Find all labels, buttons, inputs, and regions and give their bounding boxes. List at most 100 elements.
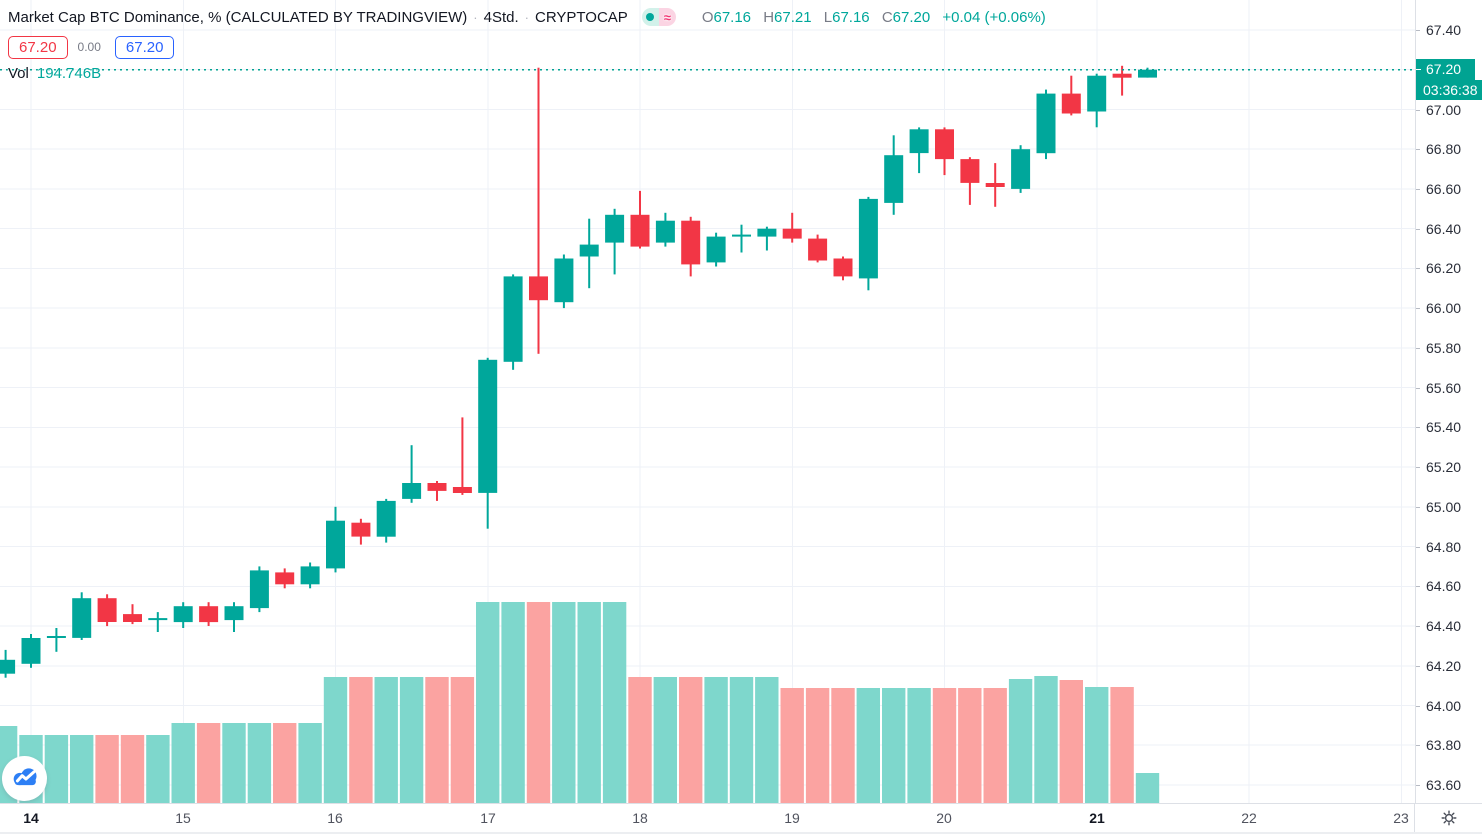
candle xyxy=(554,254,574,309)
low-label: L xyxy=(823,8,833,26)
market-open-status-icon[interactable] xyxy=(641,8,659,26)
candle xyxy=(960,157,980,205)
bar-countdown-label: 03:36:38 xyxy=(1416,80,1482,101)
volume-bar xyxy=(932,688,957,803)
candle xyxy=(452,417,472,495)
status-pills[interactable]: ≈ xyxy=(641,8,676,26)
price-tick-label: 66.40 xyxy=(1416,221,1482,237)
candle xyxy=(732,224,751,253)
candle xyxy=(97,594,117,627)
volume-bar xyxy=(755,677,779,803)
volume-bar xyxy=(1059,680,1083,803)
price-tick-label: 66.20 xyxy=(1416,260,1482,276)
price-tick-label: 65.40 xyxy=(1416,419,1482,435)
symbol-row: Market Cap BTC Dominance, % (CALCULATED … xyxy=(8,6,1046,28)
candle xyxy=(655,212,675,247)
candle xyxy=(884,135,904,215)
candle xyxy=(21,634,41,668)
candle xyxy=(1138,67,1157,78)
symbol-title[interactable]: Market Cap BTC Dominance, % (CALCULATED … xyxy=(8,8,468,26)
price-tick-label: 64.00 xyxy=(1416,698,1482,714)
price-tick-label: 64.20 xyxy=(1416,658,1482,674)
time-tick-label: 14 xyxy=(23,810,39,826)
price-tick-label: 64.40 xyxy=(1416,618,1482,634)
axis-settings-button[interactable] xyxy=(1414,804,1482,832)
candle xyxy=(935,127,954,176)
volume-bar xyxy=(374,677,398,803)
time-tick-label: 19 xyxy=(784,810,800,826)
current-price-label: 67.20 xyxy=(1416,59,1475,81)
close-value: 67.20 xyxy=(892,8,931,26)
volume-bar xyxy=(1034,676,1058,803)
candle xyxy=(605,208,625,275)
price-tick-label: 66.60 xyxy=(1416,181,1482,197)
candle xyxy=(300,562,320,589)
exchange-label[interactable]: CRYPTOCAP xyxy=(535,8,628,26)
approx-data-icon[interactable]: ≈ xyxy=(658,8,676,26)
open-label: O xyxy=(701,8,714,26)
sell-price-button[interactable]: 67.20 xyxy=(8,35,68,59)
candle xyxy=(148,612,168,632)
candle xyxy=(1087,73,1107,128)
volume-label: Vol xyxy=(8,65,29,82)
ohlc-readout: O67.16 H67.21 L67.16 C67.20 +0.04 (+0.06… xyxy=(694,9,1046,26)
candle xyxy=(173,602,193,628)
volume-bar xyxy=(1085,687,1109,803)
candle xyxy=(808,234,828,263)
time-tick-label: 18 xyxy=(632,810,648,826)
spread-value: 0.00 xyxy=(77,40,101,54)
candle xyxy=(478,357,498,529)
price-tick-label: 65.20 xyxy=(1416,459,1482,475)
candle xyxy=(326,506,345,573)
candle xyxy=(1036,89,1056,160)
price-tick-label: 67.00 xyxy=(1416,102,1482,118)
candle xyxy=(757,226,777,251)
volume-bar xyxy=(552,602,576,803)
tradingview-cloud-icon xyxy=(13,767,37,785)
candle xyxy=(1112,65,1132,96)
candle xyxy=(681,216,701,277)
buy-price-button[interactable]: 67.20 xyxy=(114,35,175,59)
interval-label[interactable]: 4Std. xyxy=(483,8,519,26)
price-tick-label: 66.80 xyxy=(1416,141,1482,157)
high-label: H xyxy=(763,8,775,26)
trade-buttons-row: 67.20 0.00 67.20 xyxy=(8,35,1046,59)
price-tick-label: 66.00 xyxy=(1416,300,1482,316)
volume-bar xyxy=(501,602,525,803)
time-axis[interactable]: 14 15 16 17 18 19 20 21 22 23 xyxy=(0,803,1482,832)
price-tick-label: 65.00 xyxy=(1416,499,1482,515)
candle xyxy=(402,445,422,503)
price-axis[interactable]: 67.20 03:36:38 67.4067.2067.0066.8066.60… xyxy=(1415,0,1482,803)
separator-dot: · xyxy=(473,9,478,25)
candle xyxy=(909,127,929,174)
change-value: +0.04 (+0.06%) xyxy=(942,8,1046,26)
tradingview-logo[interactable] xyxy=(2,756,47,801)
volume-bar xyxy=(95,735,119,803)
legend: Market Cap BTC Dominance, % (CALCULATED … xyxy=(8,6,1046,82)
chart-canvas[interactable]: Market Cap BTC Dominance, % (CALCULATED … xyxy=(0,0,1415,803)
low-value: 67.16 xyxy=(832,8,870,26)
candles-layer xyxy=(0,65,1157,678)
candle xyxy=(1061,75,1081,116)
volume-bar xyxy=(907,688,931,803)
candle xyxy=(579,218,599,289)
time-tick-label: 22 xyxy=(1241,810,1257,826)
volume-bar xyxy=(323,677,348,803)
candlestick-chart[interactable] xyxy=(0,0,1415,803)
volume-bar xyxy=(577,602,601,803)
volume-bar xyxy=(602,602,627,803)
volume-row: Vol 194.746B xyxy=(8,65,1046,82)
volume-bar xyxy=(805,688,830,803)
volume-bar xyxy=(196,723,221,803)
volume-bar xyxy=(70,735,94,803)
separator-dot: · xyxy=(524,9,529,25)
candle xyxy=(46,628,66,652)
candle xyxy=(630,190,650,249)
candle xyxy=(0,649,16,678)
volume-bar xyxy=(983,688,1007,803)
candle xyxy=(123,604,142,625)
volume-value: 194.746B xyxy=(36,65,102,82)
candle xyxy=(224,602,244,632)
current-price-tick xyxy=(1416,69,1421,71)
